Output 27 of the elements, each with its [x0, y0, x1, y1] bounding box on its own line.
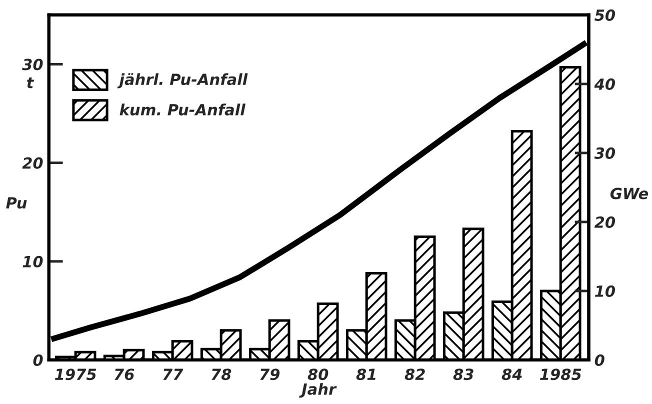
y-tick-label: 20: [22, 157, 43, 169]
y-tick-label: 30: [22, 58, 43, 70]
y-tick-label: 10: [22, 256, 43, 268]
x-tick-label: 83: [453, 368, 474, 380]
x-tick-label: 80: [308, 368, 328, 380]
x-tick-label: 82: [404, 368, 425, 380]
y2-tick-label: 10: [594, 285, 616, 297]
y2-tick-label: 50: [594, 9, 616, 21]
x-tick-label: 1975: [54, 368, 96, 380]
x-tick-label: 76: [114, 368, 134, 380]
y2-tick-label: 20: [594, 216, 616, 228]
x-tick-label: 1985: [540, 368, 582, 380]
x-tick-label: 81: [356, 368, 376, 380]
y-axis-title: Pu: [6, 197, 27, 209]
text: t: [27, 77, 34, 88]
x-axis-title: Jahr: [299, 383, 337, 398]
x-tick-label: 78: [212, 368, 232, 380]
y-tick-label: 0: [33, 354, 43, 366]
legend-label: jährl. Pu-Anfall: [117, 73, 248, 88]
y2-tick-label: 30: [594, 147, 616, 159]
y2-axis-title: GWe: [610, 188, 648, 200]
y2-tick-label: 40: [594, 78, 616, 90]
x-tick-label: 77: [163, 368, 184, 380]
legend-label: kum. Pu-Anfall: [120, 104, 246, 116]
y2-tick-label: 0: [594, 354, 604, 366]
x-tick-label: 79: [260, 368, 280, 380]
x-tick-label: 84: [502, 368, 522, 380]
